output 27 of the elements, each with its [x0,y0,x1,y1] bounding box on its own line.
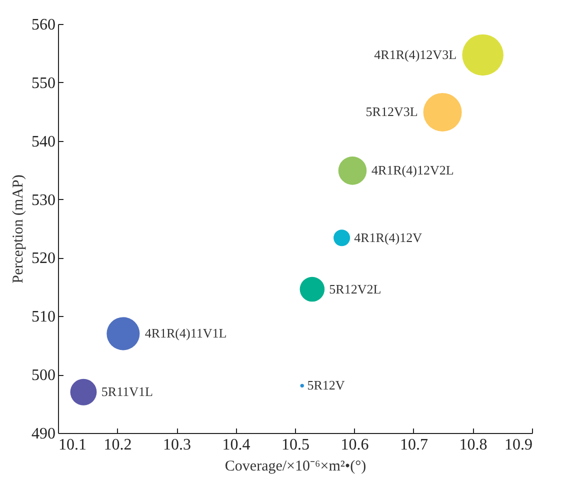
series-label: 5R12V2L [329,281,382,296]
x-tick-label: 10.1 [58,436,86,454]
x-tick-label: 10.6 [340,436,369,454]
series-label: 4R1R(4)12V3L [374,46,457,62]
series-label: 5R11V1L [101,384,153,400]
series-label: 5R12V3L [366,104,418,120]
x-tick-label: 10.5 [282,436,310,454]
y-tick-label: 530 [32,192,56,209]
series-label: 4R1R(4)11V1L [144,326,227,341]
y-tick-label: 500 [32,367,56,384]
x-tick-label: 10.9 [504,436,532,454]
y-tick-label: 520 [32,250,56,268]
x-tick-label: 10.4 [222,436,250,454]
series-label: 5R12V [307,378,346,393]
y-tick-label: 540 [32,133,56,150]
y-tick-label: 550 [32,74,56,92]
x-tick-label: 10.7 [400,436,428,454]
x-tick-label: 10.8 [459,436,488,454]
y-tick-label: 490 [32,426,56,442]
y-tick-label: 510 [32,308,56,326]
series-label: 4R1R(4)12V [354,230,423,245]
x-tick-label: 10.3 [163,436,191,454]
y-tick-label: 560 [32,16,56,34]
x-tick-label: 10.2 [104,436,132,454]
x-axis-title: Coverage/×10⁻⁶×m²•(°) [224,458,366,474]
series-label: 4R1R(4)12V2L [371,162,454,178]
y-axis-title: Perception (mAP) [10,174,26,284]
